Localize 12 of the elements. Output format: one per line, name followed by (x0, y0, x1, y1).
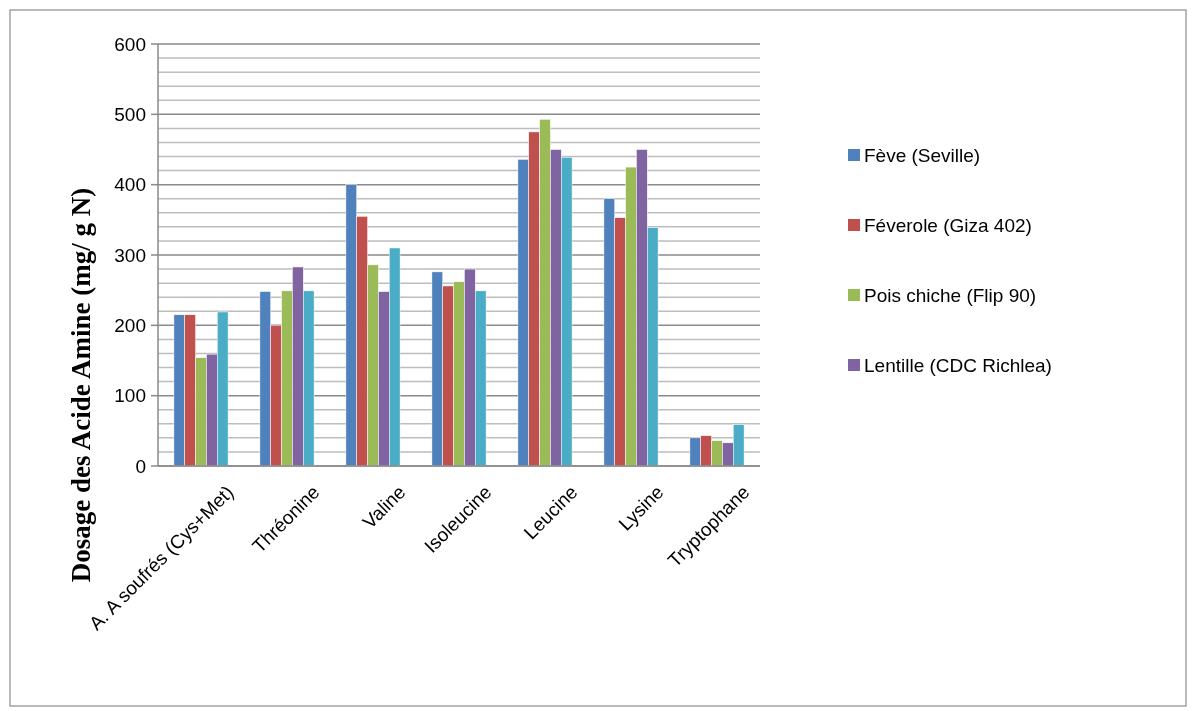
y-tick-label: 300 (114, 244, 146, 266)
y-tick-label: 600 (114, 33, 146, 55)
legend-label: Pois chiche (Flip 90) (864, 284, 1037, 306)
y-tick-label: 200 (114, 314, 146, 336)
legend-label: Féverole (Giza 402) (864, 214, 1032, 236)
y-tick-label: 100 (114, 385, 146, 407)
y-axis-title: Dosage des Acide Amine (mg/ g N) (66, 187, 96, 583)
y-tick-label: 400 (114, 174, 146, 196)
y-tick-label: 500 (114, 103, 146, 125)
legend-label: Lentille (CDC Richlea) (864, 354, 1052, 376)
y-tick-label: 0 (135, 455, 146, 477)
legend-label: Fève (Seville) (864, 144, 981, 166)
